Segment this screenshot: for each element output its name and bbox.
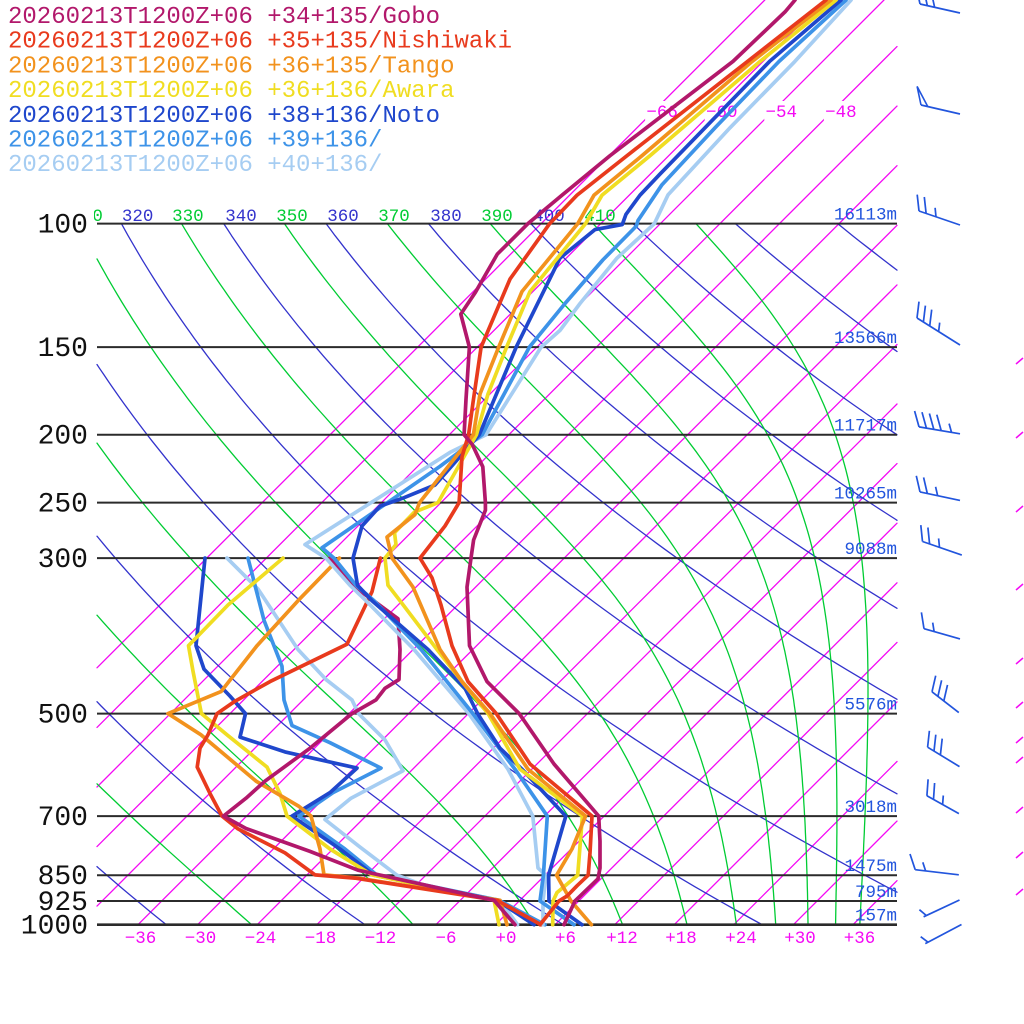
svg-text:16113m: 16113m <box>834 206 897 226</box>
svg-text:3018m: 3018m <box>844 798 897 818</box>
svg-text:250: 250 <box>38 490 88 521</box>
svg-text:340: 340 <box>225 207 257 227</box>
svg-text:5576m: 5576m <box>844 696 897 716</box>
svg-text:370: 370 <box>378 207 410 227</box>
svg-text:+30: +30 <box>784 929 816 949</box>
svg-text:20260213T1200Z+06 +40+136/: 20260213T1200Z+06 +40+136/ <box>8 152 382 179</box>
svg-text:20260213T1200Z+06 +38+136/Noto: 20260213T1200Z+06 +38+136/Noto <box>8 103 440 130</box>
svg-text:925: 925 <box>38 888 88 919</box>
svg-text:310: 310 <box>71 207 103 227</box>
svg-text:200: 200 <box>38 422 88 453</box>
svg-text:−30: −30 <box>185 929 217 949</box>
svg-text:150: 150 <box>38 334 88 365</box>
svg-text:−48: −48 <box>825 103 857 123</box>
svg-text:390: 390 <box>481 207 513 227</box>
svg-text:+36: +36 <box>844 929 876 949</box>
svg-text:850: 850 <box>38 862 88 893</box>
svg-text:360: 360 <box>327 207 359 227</box>
svg-text:+6: +6 <box>555 929 576 949</box>
svg-text:9088m: 9088m <box>844 540 897 560</box>
svg-text:−36: −36 <box>125 929 157 949</box>
svg-text:−12: −12 <box>365 929 397 949</box>
svg-text:300: 300 <box>38 545 88 576</box>
svg-text:380: 380 <box>430 207 462 227</box>
svg-text:−18: −18 <box>305 929 337 949</box>
svg-text:+24: +24 <box>725 929 757 949</box>
svg-text:20260213T1200Z+06 +34+135/Gobo: 20260213T1200Z+06 +34+135/Gobo <box>8 4 440 31</box>
svg-text:1000: 1000 <box>21 912 88 943</box>
svg-text:+12: +12 <box>606 929 638 949</box>
svg-text:1475m: 1475m <box>844 857 897 877</box>
svg-text:100: 100 <box>38 211 88 242</box>
svg-text:700: 700 <box>38 803 88 834</box>
svg-text:+18: +18 <box>665 929 697 949</box>
svg-text:330: 330 <box>172 207 204 227</box>
svg-text:−24: −24 <box>245 929 277 949</box>
svg-text:13566m: 13566m <box>834 329 897 349</box>
svg-text:20260213T1200Z+06 +36+136/Awar: 20260213T1200Z+06 +36+136/Awara <box>8 78 454 105</box>
svg-text:−54: −54 <box>766 103 798 123</box>
svg-text:157m: 157m <box>855 907 897 927</box>
svg-text:10265m: 10265m <box>834 485 897 505</box>
svg-text:−6: −6 <box>435 929 456 949</box>
svg-text:+0: +0 <box>495 929 516 949</box>
svg-text:20260213T1200Z+06 +36+135/Tang: 20260213T1200Z+06 +36+135/Tango <box>8 53 454 80</box>
svg-text:500: 500 <box>38 701 88 732</box>
svg-text:795m: 795m <box>855 883 897 903</box>
svg-text:20260213T1200Z+06 +35+135/Nish: 20260213T1200Z+06 +35+135/Nishiwaki <box>8 29 512 56</box>
svg-text:320: 320 <box>122 207 154 227</box>
svg-text:350: 350 <box>276 207 308 227</box>
svg-text:11717m: 11717m <box>834 417 897 437</box>
svg-text:20260213T1200Z+06 +39+136/: 20260213T1200Z+06 +39+136/ <box>8 128 382 155</box>
